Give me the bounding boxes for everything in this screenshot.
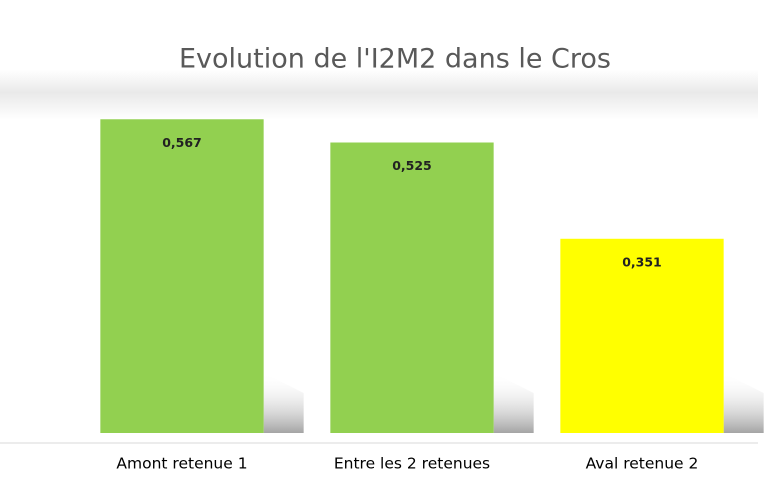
bar-shadow [263, 373, 304, 433]
backdrop [0, 70, 758, 120]
data-label: 0,351 [622, 254, 662, 269]
x-tick-label: Aval retenue 2 [586, 455, 699, 473]
x-tick-label: Amont retenue 1 [116, 455, 247, 473]
bar [560, 238, 724, 433]
bar [100, 119, 264, 433]
bar-shadow [493, 373, 534, 433]
data-label: 0,525 [392, 158, 432, 173]
data-label: 0,567 [162, 135, 202, 150]
bar [330, 142, 494, 433]
bar-shadow [723, 373, 764, 433]
chart-title: Evolution de l'I2M2 dans le Cros [179, 44, 611, 75]
x-tick-label: Entre les 2 retenues [334, 455, 490, 473]
